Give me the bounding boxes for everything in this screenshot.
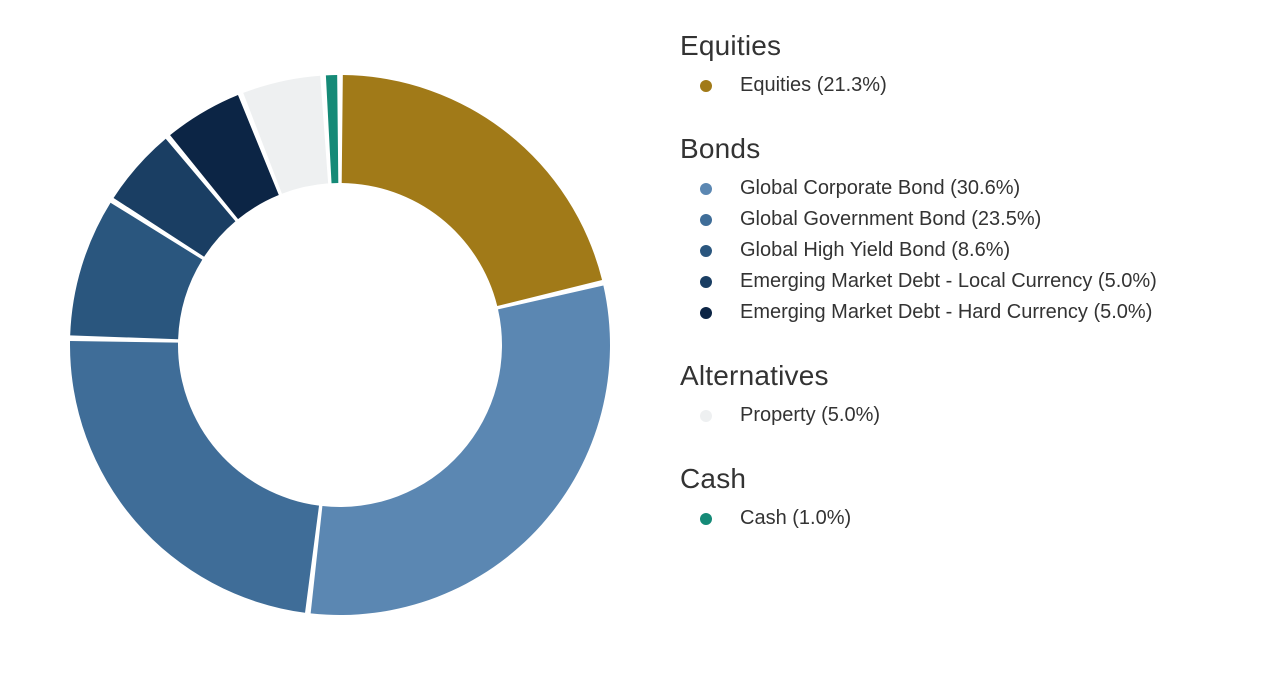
legend-area: Equities Equities (21.3%) Bonds Global C… xyxy=(680,30,1240,566)
legend-item-label: Global Government Bond (23.5%) xyxy=(740,208,1041,231)
legend-group-title-equities: Equities xyxy=(680,30,1240,62)
legend-group-title-bonds: Bonds xyxy=(680,133,1240,165)
legend-group-alternatives: Alternatives Property (5.0%) xyxy=(680,360,1240,427)
legend-item-label: Property (5.0%) xyxy=(740,404,880,427)
legend-swatch-icon xyxy=(700,183,712,195)
donut-segment xyxy=(342,75,602,306)
legend-item: Cash (1.0%) xyxy=(680,507,1240,530)
donut-chart-area xyxy=(60,30,620,660)
legend-group-bonds: Bonds Global Corporate Bond (30.6%) Glob… xyxy=(680,133,1240,324)
legend-item-label: Cash (1.0%) xyxy=(740,507,851,530)
legend-swatch-icon xyxy=(700,80,712,92)
legend-item-label: Global High Yield Bond (8.6%) xyxy=(740,239,1010,262)
legend-item-label: Emerging Market Debt - Local Currency (5… xyxy=(740,270,1157,293)
legend-item: Property (5.0%) xyxy=(680,404,1240,427)
legend-item: Global Government Bond (23.5%) xyxy=(680,208,1240,231)
legend-swatch-icon xyxy=(700,214,712,226)
legend-group-title-alternatives: Alternatives xyxy=(680,360,1240,392)
legend-item: Global Corporate Bond (30.6%) xyxy=(680,177,1240,200)
legend-item-label: Global Corporate Bond (30.6%) xyxy=(740,177,1020,200)
legend-item: Global High Yield Bond (8.6%) xyxy=(680,239,1240,262)
donut-chart-svg xyxy=(60,30,620,660)
legend-item-label: Equities (21.3%) xyxy=(740,74,887,97)
legend-item: Emerging Market Debt - Local Currency (5… xyxy=(680,270,1240,293)
legend-item: Equities (21.3%) xyxy=(680,74,1240,97)
allocation-chart-container: Equities Equities (21.3%) Bonds Global C… xyxy=(0,0,1280,687)
donut-segment xyxy=(70,341,319,613)
donut-segment xyxy=(326,75,338,183)
legend-group-equities: Equities Equities (21.3%) xyxy=(680,30,1240,97)
legend-group-title-cash: Cash xyxy=(680,463,1240,495)
legend-group-cash: Cash Cash (1.0%) xyxy=(680,463,1240,530)
legend-swatch-icon xyxy=(700,307,712,319)
legend-swatch-icon xyxy=(700,245,712,257)
legend-swatch-icon xyxy=(700,410,712,422)
legend-swatch-icon xyxy=(700,276,712,288)
legend-swatch-icon xyxy=(700,513,712,525)
legend-item: Emerging Market Debt - Hard Currency (5.… xyxy=(680,301,1240,324)
donut-segment xyxy=(311,286,610,615)
legend-item-label: Emerging Market Debt - Hard Currency (5.… xyxy=(740,301,1152,324)
